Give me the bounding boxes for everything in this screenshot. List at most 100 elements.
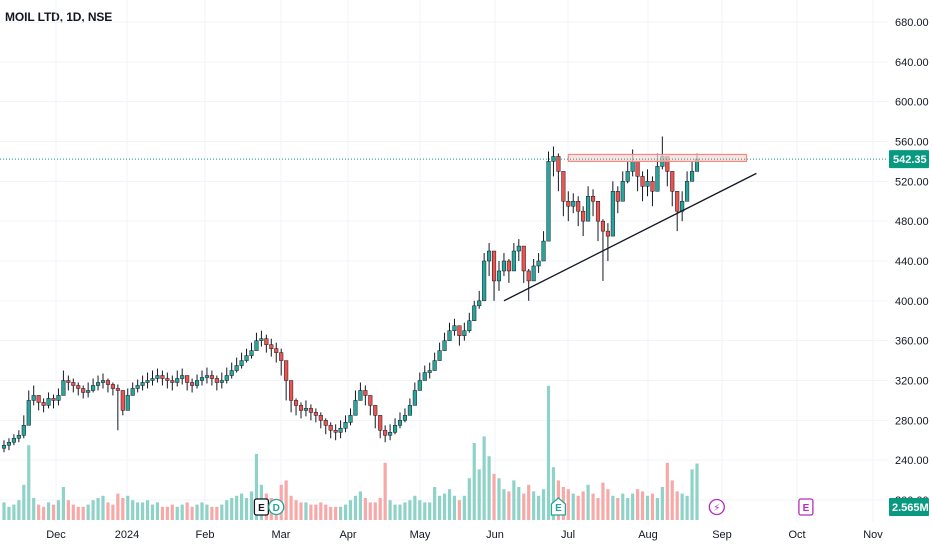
candle-body[interactable] xyxy=(595,201,601,222)
candle-body[interactable] xyxy=(393,425,398,433)
candle-body[interactable] xyxy=(353,400,358,416)
candle-body[interactable] xyxy=(655,166,660,192)
candle-body[interactable] xyxy=(388,432,393,436)
candle-body[interactable] xyxy=(190,382,195,386)
candle-body[interactable] xyxy=(51,398,56,401)
candle-body[interactable] xyxy=(685,181,690,202)
support-trendline[interactable] xyxy=(503,172,757,302)
candle-body[interactable] xyxy=(432,360,437,371)
candle-body[interactable] xyxy=(165,378,170,381)
candle-body[interactable] xyxy=(160,375,165,379)
candle-body[interactable] xyxy=(373,405,378,416)
candle-body[interactable] xyxy=(279,352,284,361)
candle-body[interactable] xyxy=(120,390,125,411)
candle-body[interactable] xyxy=(86,390,91,393)
candle-body[interactable] xyxy=(591,196,596,202)
candle-body[interactable] xyxy=(541,240,546,262)
candle-body[interactable] xyxy=(244,355,249,361)
candle-body[interactable] xyxy=(219,380,224,383)
event-marker-dividend[interactable] xyxy=(268,498,285,516)
candle-body[interactable] xyxy=(259,338,264,341)
candle-body[interactable] xyxy=(333,430,338,433)
candle-body[interactable] xyxy=(36,395,41,403)
candle-body[interactable] xyxy=(269,344,274,349)
candle-body[interactable] xyxy=(447,330,452,341)
candle-body[interactable] xyxy=(110,384,115,389)
candle-body[interactable] xyxy=(239,360,244,366)
candle-body[interactable] xyxy=(467,320,472,331)
candle-body[interactable] xyxy=(675,191,680,212)
candle-body[interactable] xyxy=(71,382,76,386)
candle-body[interactable] xyxy=(586,196,591,222)
candle-body[interactable] xyxy=(442,340,447,351)
candle-body[interactable] xyxy=(318,415,323,421)
candle-body[interactable] xyxy=(620,181,625,202)
candle-body[interactable] xyxy=(383,430,388,436)
candle-body[interactable] xyxy=(496,270,502,282)
candle-body[interactable] xyxy=(358,390,363,401)
candle-body[interactable] xyxy=(581,210,586,222)
candle-body[interactable] xyxy=(600,220,606,232)
candle-body[interactable] xyxy=(214,378,219,383)
candle-body[interactable] xyxy=(477,300,482,307)
candle-body[interactable] xyxy=(650,181,655,192)
event-marker-earnings-future[interactable] xyxy=(798,498,814,516)
candle-body[interactable] xyxy=(180,375,185,379)
candle-body[interactable] xyxy=(625,171,630,182)
candle-body[interactable] xyxy=(457,325,462,336)
candle-body[interactable] xyxy=(6,441,11,446)
candle-body[interactable] xyxy=(635,161,640,177)
candle-body[interactable] xyxy=(610,191,615,237)
candle-body[interactable] xyxy=(501,260,506,272)
candle-body[interactable] xyxy=(204,375,209,378)
candle-body[interactable] xyxy=(605,230,610,237)
candle-body[interactable] xyxy=(412,390,417,406)
candle-body[interactable] xyxy=(571,201,576,207)
candle-body[interactable] xyxy=(170,380,175,383)
candle-body[interactable] xyxy=(645,181,650,187)
candle-body[interactable] xyxy=(482,260,487,302)
candle-body[interactable] xyxy=(66,380,71,383)
candle-body[interactable] xyxy=(531,265,536,282)
candle-body[interactable] xyxy=(526,270,531,282)
candle-body[interactable] xyxy=(303,408,308,411)
candle-body[interactable] xyxy=(561,171,566,202)
candle-body[interactable] xyxy=(427,370,432,373)
candle-body[interactable] xyxy=(487,250,492,262)
candle-body[interactable] xyxy=(274,348,279,353)
candle-body[interactable] xyxy=(546,161,551,242)
candle-body[interactable] xyxy=(289,380,294,401)
candle-body[interactable] xyxy=(185,375,190,383)
candle-body[interactable] xyxy=(249,350,254,356)
candle-body[interactable] xyxy=(284,360,289,381)
candle-body[interactable] xyxy=(368,395,373,406)
candle-body[interactable] xyxy=(378,415,383,431)
candle-body[interactable] xyxy=(521,245,526,272)
candle-body[interactable] xyxy=(209,375,214,379)
candle-body[interactable] xyxy=(100,380,106,383)
candle-body[interactable] xyxy=(130,388,135,396)
candle-body[interactable] xyxy=(145,380,150,383)
candle-body[interactable] xyxy=(125,395,130,411)
candle-body[interactable] xyxy=(254,340,259,351)
candle-body[interactable] xyxy=(407,405,412,416)
candle-body[interactable] xyxy=(105,380,111,385)
candle-body[interactable] xyxy=(452,325,457,331)
candle-body[interactable] xyxy=(96,382,101,386)
event-marker-earnings-green[interactable] xyxy=(550,497,567,516)
candle-body[interactable] xyxy=(437,350,442,361)
candle-body[interactable] xyxy=(338,428,343,433)
candle-body[interactable] xyxy=(56,395,61,401)
candle-body[interactable] xyxy=(150,378,155,381)
candle-body[interactable] xyxy=(1,444,7,449)
candle-body[interactable] xyxy=(298,405,304,411)
candle-body[interactable] xyxy=(348,415,353,423)
event-marker-split[interactable] xyxy=(708,498,725,516)
candle-body[interactable] xyxy=(363,390,368,396)
candle-body[interactable] xyxy=(234,365,239,371)
candle-body[interactable] xyxy=(328,425,333,431)
candle-body[interactable] xyxy=(566,201,571,207)
candle-body[interactable] xyxy=(135,385,140,389)
candle-body[interactable] xyxy=(472,305,477,321)
